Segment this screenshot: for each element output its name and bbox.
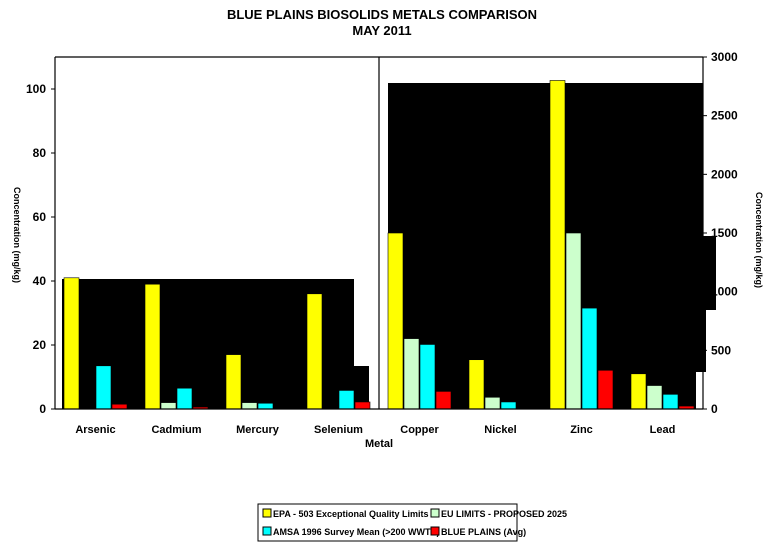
- x-axis-label: Metal: [365, 438, 393, 450]
- bar-zinc-series-3: [597, 369, 614, 410]
- bar-mercury-series-0: [225, 354, 242, 410]
- bar-lead-series-0: [630, 373, 647, 410]
- x-tick-label: Selenium: [314, 424, 363, 436]
- chart-subtitle: MAY 2011: [352, 23, 411, 38]
- bar-copper-series-3: [435, 391, 452, 410]
- left-tick-label: 40: [33, 274, 47, 288]
- bar-arsenic-series-0: [63, 277, 80, 410]
- legend: EPA - 503 Exceptional Quality Limits EU …: [257, 503, 567, 542]
- bar-zinc-series-2: [581, 307, 598, 410]
- bar-nickel-series-2: [500, 401, 517, 410]
- bar-cadmium-series-0: [144, 283, 161, 410]
- bar-mercury-series-2: [257, 402, 274, 410]
- bar-selenium-series-2: [338, 390, 355, 410]
- right-tick-label: 1000: [711, 285, 738, 299]
- bar-cadmium-series-2: [176, 387, 193, 410]
- legend-label-epa: EPA - 503 Exceptional Quality Limits: [273, 509, 429, 519]
- left-tick-label: 0: [39, 402, 46, 416]
- legend-swatch-eu: [430, 508, 440, 518]
- right-tick-label: 500: [711, 343, 731, 357]
- right-tick-label: 0: [711, 402, 718, 416]
- x-tick-label: Lead: [650, 424, 676, 436]
- bar-lead-series-2: [662, 394, 679, 410]
- right-tick-label: 2000: [711, 167, 738, 181]
- bar-copper-series-0: [387, 232, 404, 410]
- x-tick-label: Nickel: [484, 424, 516, 436]
- bar-zinc-series-0: [549, 80, 566, 410]
- legend-swatch-blueplains: [430, 526, 440, 536]
- y-axis-label-right: Concentration (mg/kg): [754, 192, 764, 288]
- legend-label-amsa: AMSA 1996 Survey Mean (>200 WWTP): [273, 527, 439, 537]
- left-tick-label: 20: [33, 338, 47, 352]
- bar-selenium-series-0: [306, 293, 323, 410]
- legend-swatch-amsa: [262, 526, 272, 536]
- left-tick-label: 100: [26, 82, 46, 96]
- plot-area: [63, 80, 695, 410]
- bar-mercury-series-1: [241, 402, 258, 410]
- x-tick-label: Copper: [400, 424, 439, 436]
- bar-arsenic-series-2: [95, 365, 112, 410]
- x-tick-label: Arsenic: [75, 424, 115, 436]
- bar-cadmium-series-1: [160, 402, 177, 410]
- bar-copper-series-1: [403, 338, 420, 410]
- bar-selenium-series-3: [354, 401, 371, 410]
- right-tick-label: 1500: [711, 226, 738, 240]
- bar-arsenic-series-3: [111, 403, 128, 410]
- axes: Arsenic Cadmium Mercury Selenium Copper Nicke…: [26, 50, 738, 436]
- bar-copper-series-2: [419, 344, 436, 410]
- bar-nickel-series-0: [468, 359, 485, 410]
- x-tick-label: Cadmium: [151, 424, 201, 436]
- y-axis-label-left: Concentration (mg/kg): [12, 187, 22, 283]
- x-tick-label: Mercury: [236, 424, 280, 436]
- x-tick-label: Zinc: [570, 424, 593, 436]
- chart-title: BLUE PLAINS BIOSOLIDS METALS COMPARISON: [227, 7, 537, 22]
- legend-label-blueplains: BLUE PLAINS (Avg): [441, 527, 526, 537]
- right-tick-label: 3000: [711, 50, 738, 64]
- bar-zinc-series-1: [565, 232, 582, 410]
- legend-label-eu: EU LIMITS - PROPOSED 2025: [441, 509, 567, 519]
- left-tick-label: 80: [33, 146, 47, 160]
- bar-lead-series-1: [646, 385, 663, 410]
- legend-swatch-epa: [262, 508, 272, 518]
- bar-nickel-series-1: [484, 396, 501, 410]
- left-tick-label: 60: [33, 210, 47, 224]
- right-tick-label: 2500: [711, 109, 738, 123]
